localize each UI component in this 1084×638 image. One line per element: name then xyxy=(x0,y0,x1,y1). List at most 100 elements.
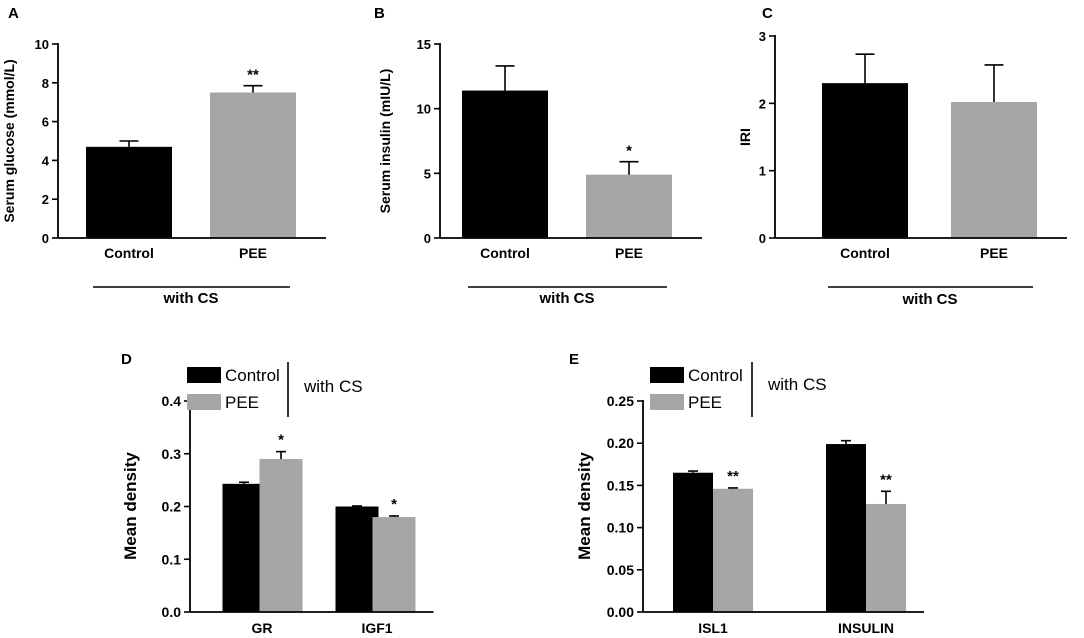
y-tick-label: 0.05 xyxy=(607,562,634,578)
x-tick-label: IGF1 xyxy=(361,620,392,636)
significance-marker: ** xyxy=(247,67,259,84)
y-tick-label: 8 xyxy=(42,76,49,91)
y-axis-title: IRI xyxy=(737,128,753,146)
bar-gr-control xyxy=(222,483,266,612)
significance-marker: * xyxy=(626,143,632,160)
bar-igf1-control xyxy=(335,506,379,612)
group-label: with CS xyxy=(902,291,958,308)
y-tick-label: 5 xyxy=(424,166,431,181)
y-tick-label: 0 xyxy=(424,231,431,246)
y-tick-label: 0.2 xyxy=(162,499,182,515)
bar-insulin-control xyxy=(826,444,866,612)
error-bar xyxy=(688,470,698,473)
error-bar xyxy=(728,487,738,489)
significance-marker: ** xyxy=(727,468,739,485)
significance-marker: ** xyxy=(880,471,892,488)
panel-letter: C xyxy=(762,5,773,22)
bar-gr-pee xyxy=(259,459,303,612)
legend: Control PEE with CS xyxy=(650,362,827,417)
y-tick-label: 0.20 xyxy=(607,435,634,451)
legend-swatch-pee xyxy=(650,394,684,410)
legend-label-pee: PEE xyxy=(688,393,722,412)
panel-a: A Serum glucose (mmol/L) 0 2 4 6 8 10 Control ** P… xyxy=(1,5,326,307)
error-bar xyxy=(389,515,399,518)
group-label: with CS xyxy=(539,290,595,307)
error-bar xyxy=(352,505,362,507)
panel-c: C IRI 0 1 2 3 Control PEE with CS xyxy=(737,5,1067,308)
error-bar xyxy=(984,64,1004,102)
error-bar xyxy=(276,450,286,460)
group-label: with CS xyxy=(163,290,219,307)
panel-e: E Mean density 0.00 0.05 0.10 0.15 0.20 0.25 ** I… xyxy=(569,351,924,636)
legend-group-label: with CS xyxy=(303,377,363,396)
y-tick-label: 0.1 xyxy=(162,551,182,567)
x-tick-label: Control xyxy=(104,245,154,261)
panel-letter: A xyxy=(8,5,19,22)
y-tick-label: 2 xyxy=(759,96,766,111)
significance-marker: * xyxy=(278,432,284,449)
panel-d: D Mean density 0.0 0.1 0.2 0.3 0.4 * GR * IGF1 Cont… xyxy=(121,351,434,636)
y-tick-label: 4 xyxy=(42,153,50,168)
error-bar xyxy=(855,53,875,84)
panel-letter: B xyxy=(374,5,385,22)
bar-pee xyxy=(951,101,1037,238)
bar-isl1-control xyxy=(673,472,713,612)
x-tick-label: Control xyxy=(480,245,530,261)
legend-group-label: with CS xyxy=(767,375,827,394)
y-tick-label: 6 xyxy=(42,115,49,130)
bar-pee xyxy=(586,174,672,238)
bar-pee xyxy=(210,92,296,238)
legend-label-control: Control xyxy=(225,366,280,385)
error-bar xyxy=(239,481,249,484)
bar-insulin-pee xyxy=(866,503,906,612)
y-tick-label: 0.4 xyxy=(162,393,182,409)
y-tick-label: 10 xyxy=(417,102,431,117)
y-axis-title: Serum glucose (mmol/L) xyxy=(1,59,17,222)
x-tick-label: ISL1 xyxy=(698,620,728,636)
error-bar xyxy=(841,439,851,445)
y-tick-label: 2 xyxy=(42,192,49,207)
legend: Control PEE with CS xyxy=(187,362,363,417)
y-tick-label: 0.15 xyxy=(607,477,634,493)
legend-label-control: Control xyxy=(688,366,743,385)
panel-letter: D xyxy=(121,351,132,368)
legend-swatch-pee xyxy=(187,394,221,410)
y-axis-title: Mean density xyxy=(121,452,140,560)
y-axis-title: Mean density xyxy=(575,452,594,560)
panel-b: B Serum insulin (mIU/L) 0 5 10 15 Control * PEE w… xyxy=(374,5,702,307)
y-tick-label: 0 xyxy=(42,231,49,246)
y-tick-label: 1 xyxy=(759,164,766,179)
bar-isl1-pee xyxy=(713,488,753,612)
x-tick-label: PEE xyxy=(980,245,1008,261)
y-tick-label: 15 xyxy=(417,37,431,52)
error-bar xyxy=(881,490,891,504)
error-bar xyxy=(243,84,263,93)
y-tick-label: 0.10 xyxy=(607,520,634,536)
x-tick-label: PEE xyxy=(615,245,643,261)
y-tick-label: 0.25 xyxy=(607,393,634,409)
bar-control xyxy=(822,83,908,238)
bar-control xyxy=(462,90,548,238)
x-tick-label: Control xyxy=(840,245,890,261)
legend-label-pee: PEE xyxy=(225,393,259,412)
error-bar xyxy=(495,65,515,91)
error-bar xyxy=(119,140,139,147)
y-tick-label: 0.0 xyxy=(162,604,182,620)
bar-igf1-pee xyxy=(372,517,416,612)
y-tick-label: 0.00 xyxy=(607,604,634,620)
y-tick-label: 10 xyxy=(35,37,49,52)
y-axis-title: Serum insulin (mIU/L) xyxy=(377,69,393,214)
bar-control xyxy=(86,146,172,238)
x-tick-label: GR xyxy=(252,620,273,636)
y-tick-label: 3 xyxy=(759,29,766,44)
panel-letter: E xyxy=(569,351,579,368)
significance-marker: * xyxy=(391,496,397,513)
legend-swatch-control xyxy=(187,367,221,383)
legend-swatch-control xyxy=(650,367,684,383)
error-bar xyxy=(619,160,639,175)
y-tick-label: 0 xyxy=(759,231,766,246)
y-tick-label: 0.3 xyxy=(162,446,182,462)
x-tick-label: INSULIN xyxy=(838,620,894,636)
x-tick-label: PEE xyxy=(239,245,267,261)
